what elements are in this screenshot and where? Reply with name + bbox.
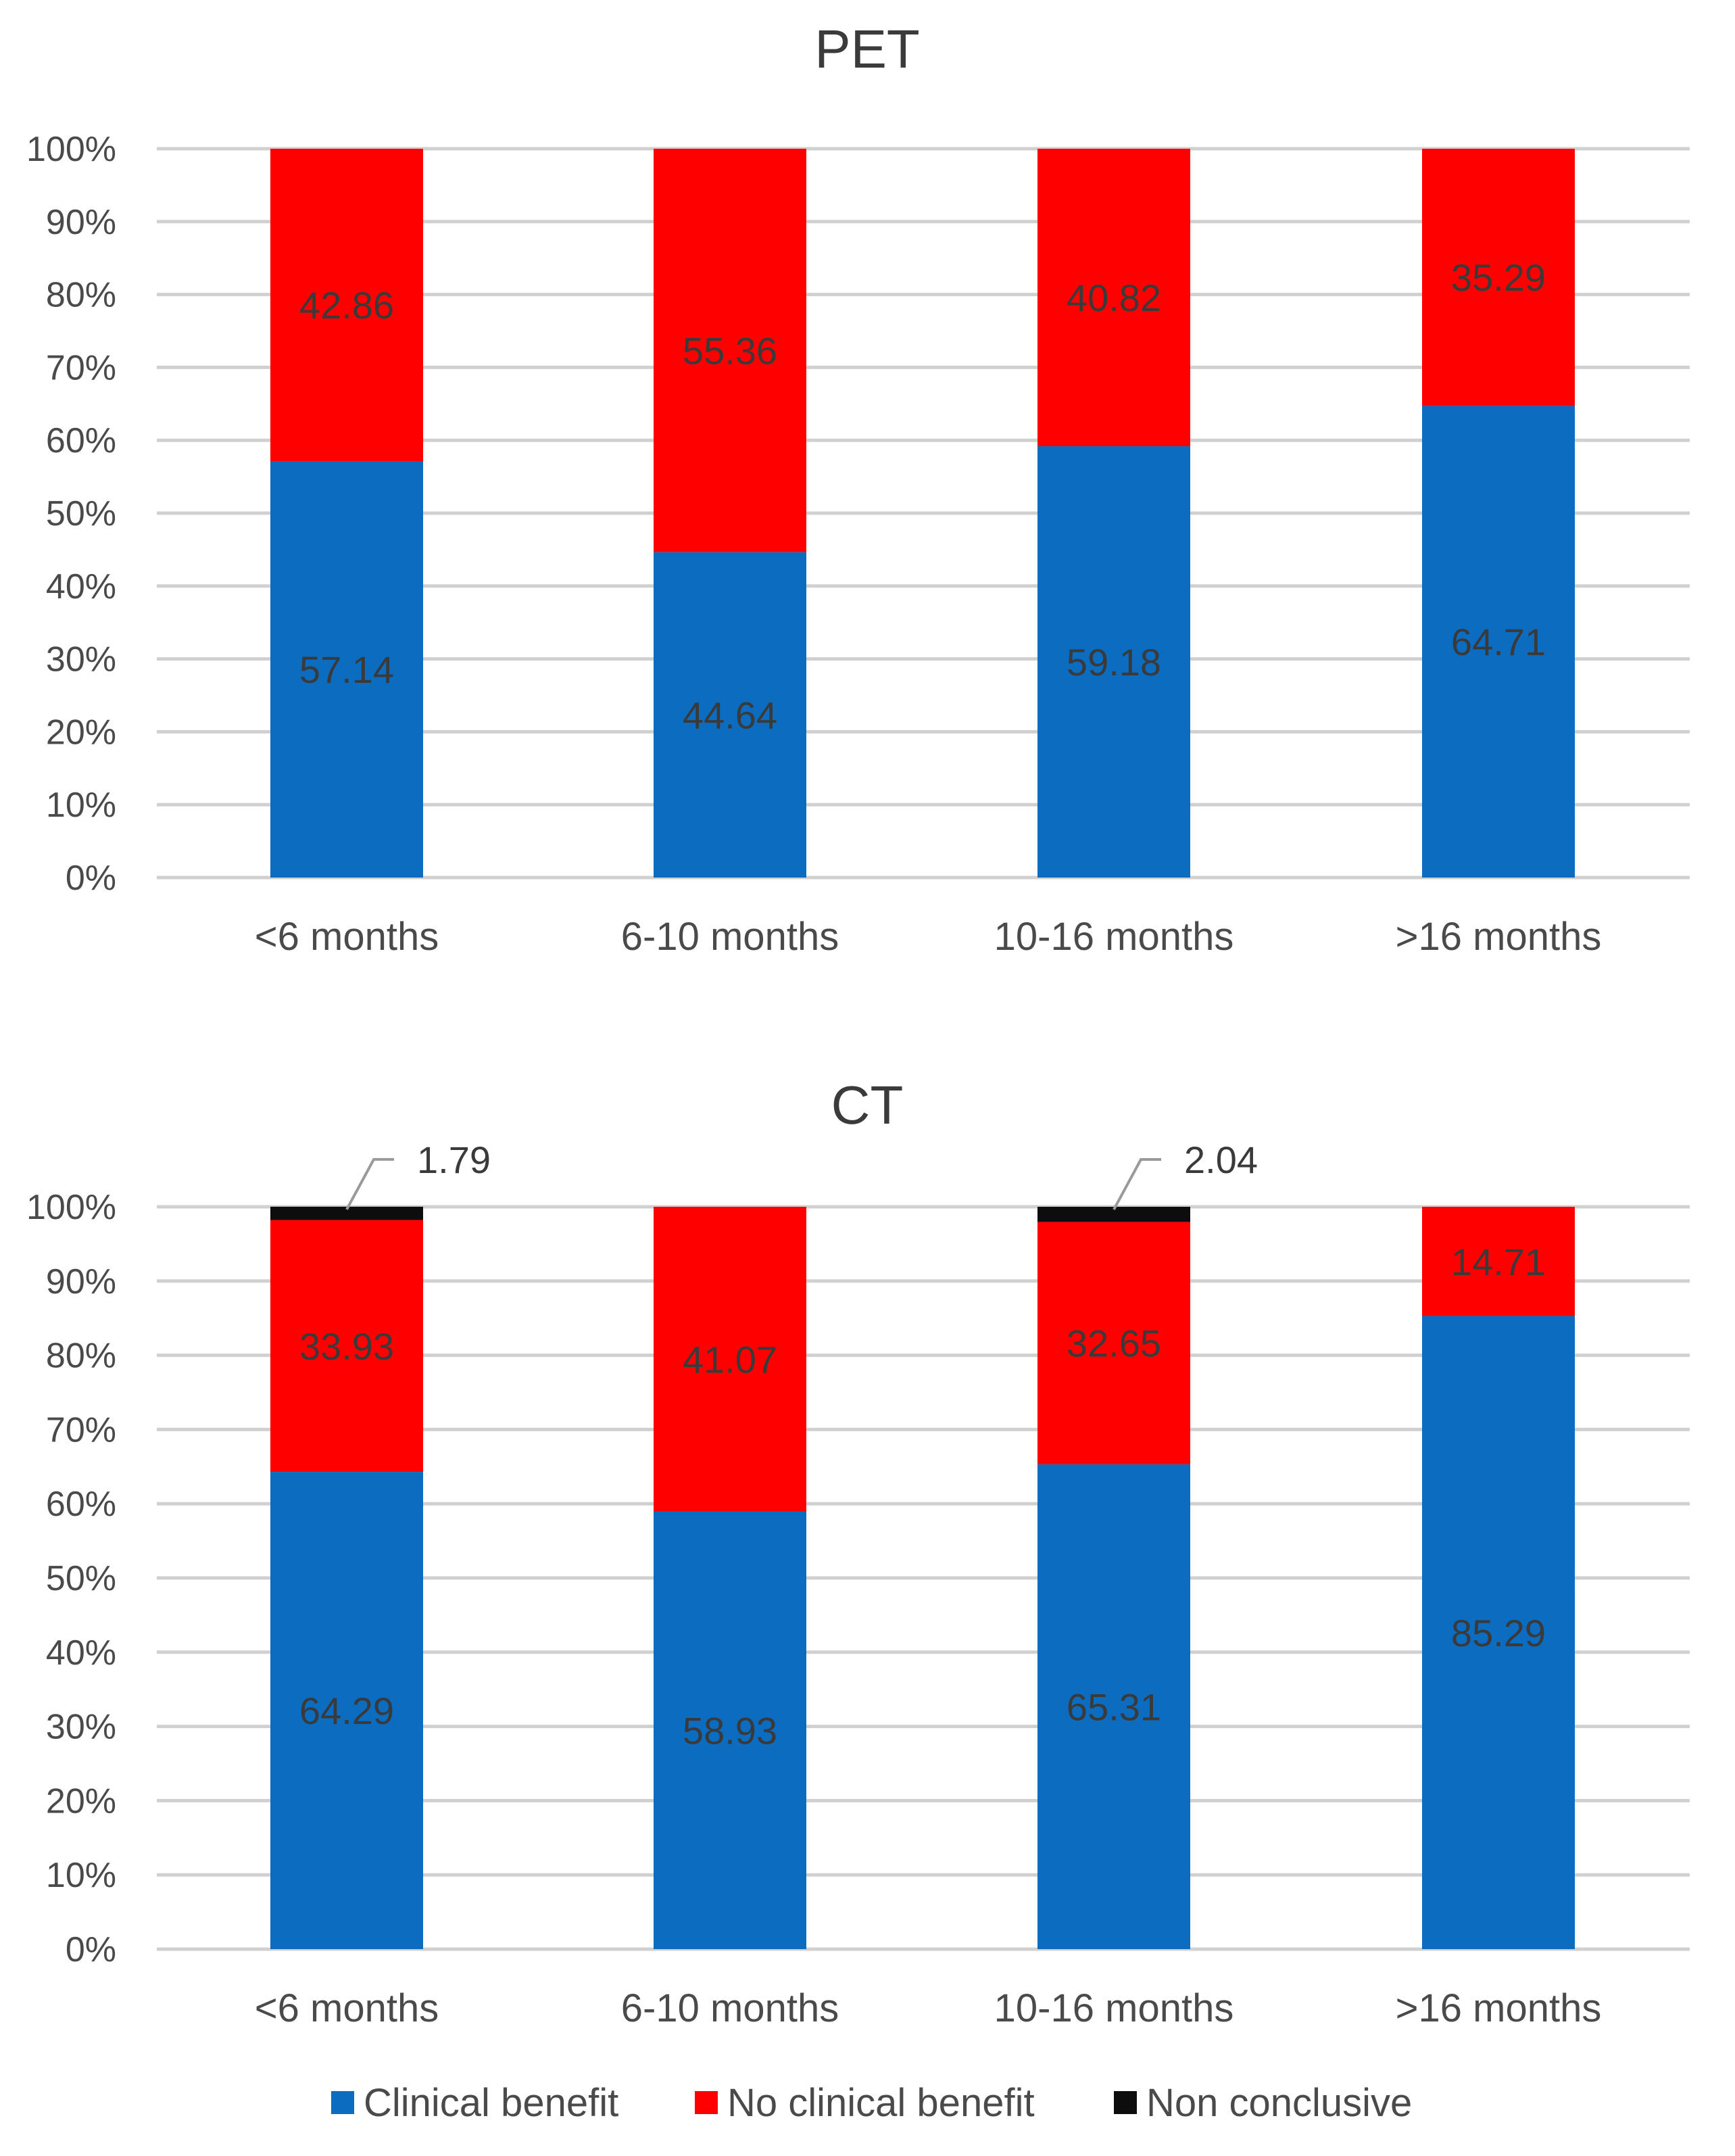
pet-chart-title: PET [814, 19, 920, 79]
legend-swatch-clinical-benefit [331, 2091, 354, 2114]
pet-data-label-no-clinical-benefit-6-10-months: 55.36 [683, 329, 777, 372]
pet-bar-clinical-benefit-6-10-months [654, 552, 806, 878]
pet-y-tick-label: 100% [26, 130, 116, 169]
pet-bar-no-clinical-benefit-16-months [1422, 149, 1575, 406]
pet-y-tick-label: 60% [46, 421, 116, 460]
pet-bar-clinical-benefit-16-months [1422, 406, 1575, 878]
pet-y-tick-label: 40% [46, 567, 116, 606]
ct-y-tick-label: 10% [46, 1856, 116, 1895]
ct-bar-clinical-benefit-16-months [1422, 1316, 1575, 1949]
ct-x-category-label: <6 months [255, 1986, 439, 2030]
legend-label-non-conclusive: Non conclusive [1146, 2081, 1412, 2125]
ct-x-category-label: 6-10 months [621, 1986, 839, 2030]
ct-y-tick-label: 40% [46, 1633, 116, 1673]
ct-data-label-clinical-benefit-6-months: 64.29 [299, 1690, 394, 1732]
ct-data-label-no-clinical-benefit-6-months: 33.93 [299, 1325, 394, 1368]
ct-bar-non-conclusive-6-months [270, 1206, 423, 1220]
ct-y-tick-label: 100% [26, 1188, 116, 1227]
pet-y-tick-label: 10% [46, 786, 116, 825]
ct-data-label-no-clinical-benefit-16-months: 14.71 [1451, 1241, 1546, 1283]
pet-bar-no-clinical-benefit-6-10-months [654, 149, 806, 552]
ct-callout-leader-6-months [345, 1157, 394, 1210]
ct-y-tick-label: 60% [46, 1485, 116, 1524]
ct-data-label-non-conclusive-10-16-months: 2.04 [1184, 1139, 1258, 1181]
ct-bar-no-clinical-benefit-6-10-months [654, 1207, 806, 1512]
pet-bar-clinical-benefit-10-16-months [1037, 446, 1190, 878]
pet-data-label-clinical-benefit-6-months: 57.14 [299, 648, 394, 691]
pet-data-label-clinical-benefit-10-16-months: 59.18 [1067, 641, 1161, 684]
ct-data-label-no-clinical-benefit-6-10-months: 41.07 [683, 1338, 777, 1381]
legend-swatch-non-conclusive [1114, 2091, 1137, 2114]
pet-chart: PET 0% 10% 20% 30% 40% 50% 60% 70% 80% 90% 100% 57.… [26, 19, 1690, 959]
pet-data-label-clinical-benefit-16-months: 64.71 [1451, 621, 1546, 663]
legend-label-no-clinical-benefit: No clinical benefit [727, 2081, 1035, 2125]
ct-bar-clinical-benefit-6-10-months [654, 1511, 806, 1949]
pet-x-category-label: 10-16 months [994, 915, 1234, 959]
pet-y-tick-label: 20% [46, 713, 116, 752]
ct-y-tick-label: 80% [46, 1337, 116, 1376]
pet-data-label-no-clinical-benefit-16-months: 35.29 [1451, 256, 1546, 299]
pet-y-tick-label: 70% [46, 348, 116, 387]
ct-x-category-label: >16 months [1396, 1986, 1602, 2030]
ct-y-tick-label: 20% [46, 1781, 116, 1821]
ct-chart-title: CT [831, 1075, 904, 1135]
ct-x-category-label: 10-16 months [994, 1986, 1234, 2030]
pet-y-tick-label: 80% [46, 276, 116, 315]
pet-y-tick-label: 0% [66, 859, 116, 898]
pet-bar-no-clinical-benefit-6-months [270, 149, 423, 462]
legend-swatch-no-clinical-benefit [695, 2091, 718, 2114]
pet-bar-no-clinical-benefit-10-16-months [1037, 149, 1190, 447]
pet-y-tick-label: 90% [46, 203, 116, 242]
ct-data-label-clinical-benefit-10-16-months: 65.31 [1067, 1685, 1161, 1728]
ct-bar-no-clinical-benefit-6-months [270, 1220, 423, 1472]
legend: Clinical benefit No clinical benefit Non… [331, 2081, 1412, 2125]
pet-x-category-label: <6 months [255, 915, 439, 959]
legend-label-clinical-benefit: Clinical benefit [364, 2081, 618, 2125]
ct-data-label-clinical-benefit-16-months: 85.29 [1451, 1612, 1546, 1654]
ct-y-tick-label: 0% [66, 1930, 116, 1969]
pet-y-tick-label: 30% [46, 640, 116, 679]
ct-data-label-clinical-benefit-6-10-months: 58.93 [683, 1709, 777, 1752]
pet-data-label-no-clinical-benefit-10-16-months: 40.82 [1067, 277, 1161, 319]
ct-callout-leader-10-16-months [1113, 1158, 1161, 1210]
ct-bar-no-clinical-benefit-10-16-months [1037, 1222, 1190, 1464]
ct-chart: CT 0% 10% 20% 30% 40% 50% 60% 70% 80% 90% 100% 64.2… [26, 1075, 1690, 2030]
ct-y-tick-label: 50% [46, 1559, 116, 1598]
ct-bar-no-clinical-benefit-16-months [1422, 1207, 1575, 1316]
ct-y-tick-label: 90% [46, 1262, 116, 1301]
ct-data-label-no-clinical-benefit-10-16-months: 32.65 [1067, 1322, 1161, 1365]
pet-data-label-clinical-benefit-6-10-months: 44.64 [683, 694, 777, 736]
pet-x-category-label: >16 months [1396, 915, 1602, 959]
ct-y-tick-label: 70% [46, 1410, 116, 1450]
pet-data-label-no-clinical-benefit-6-months: 42.86 [299, 284, 394, 327]
ct-bar-clinical-benefit-10-16-months [1037, 1464, 1190, 1949]
ct-data-label-non-conclusive-6-months: 1.79 [417, 1139, 491, 1181]
ct-y-tick-label: 30% [46, 1708, 116, 1747]
pet-bar-clinical-benefit-6-months [270, 461, 423, 878]
ct-bar-non-conclusive-10-16-months [1037, 1207, 1190, 1222]
pet-x-category-label: 6-10 months [621, 915, 839, 959]
pet-y-tick-label: 50% [46, 494, 116, 533]
ct-bar-clinical-benefit-6-months [270, 1472, 423, 1949]
